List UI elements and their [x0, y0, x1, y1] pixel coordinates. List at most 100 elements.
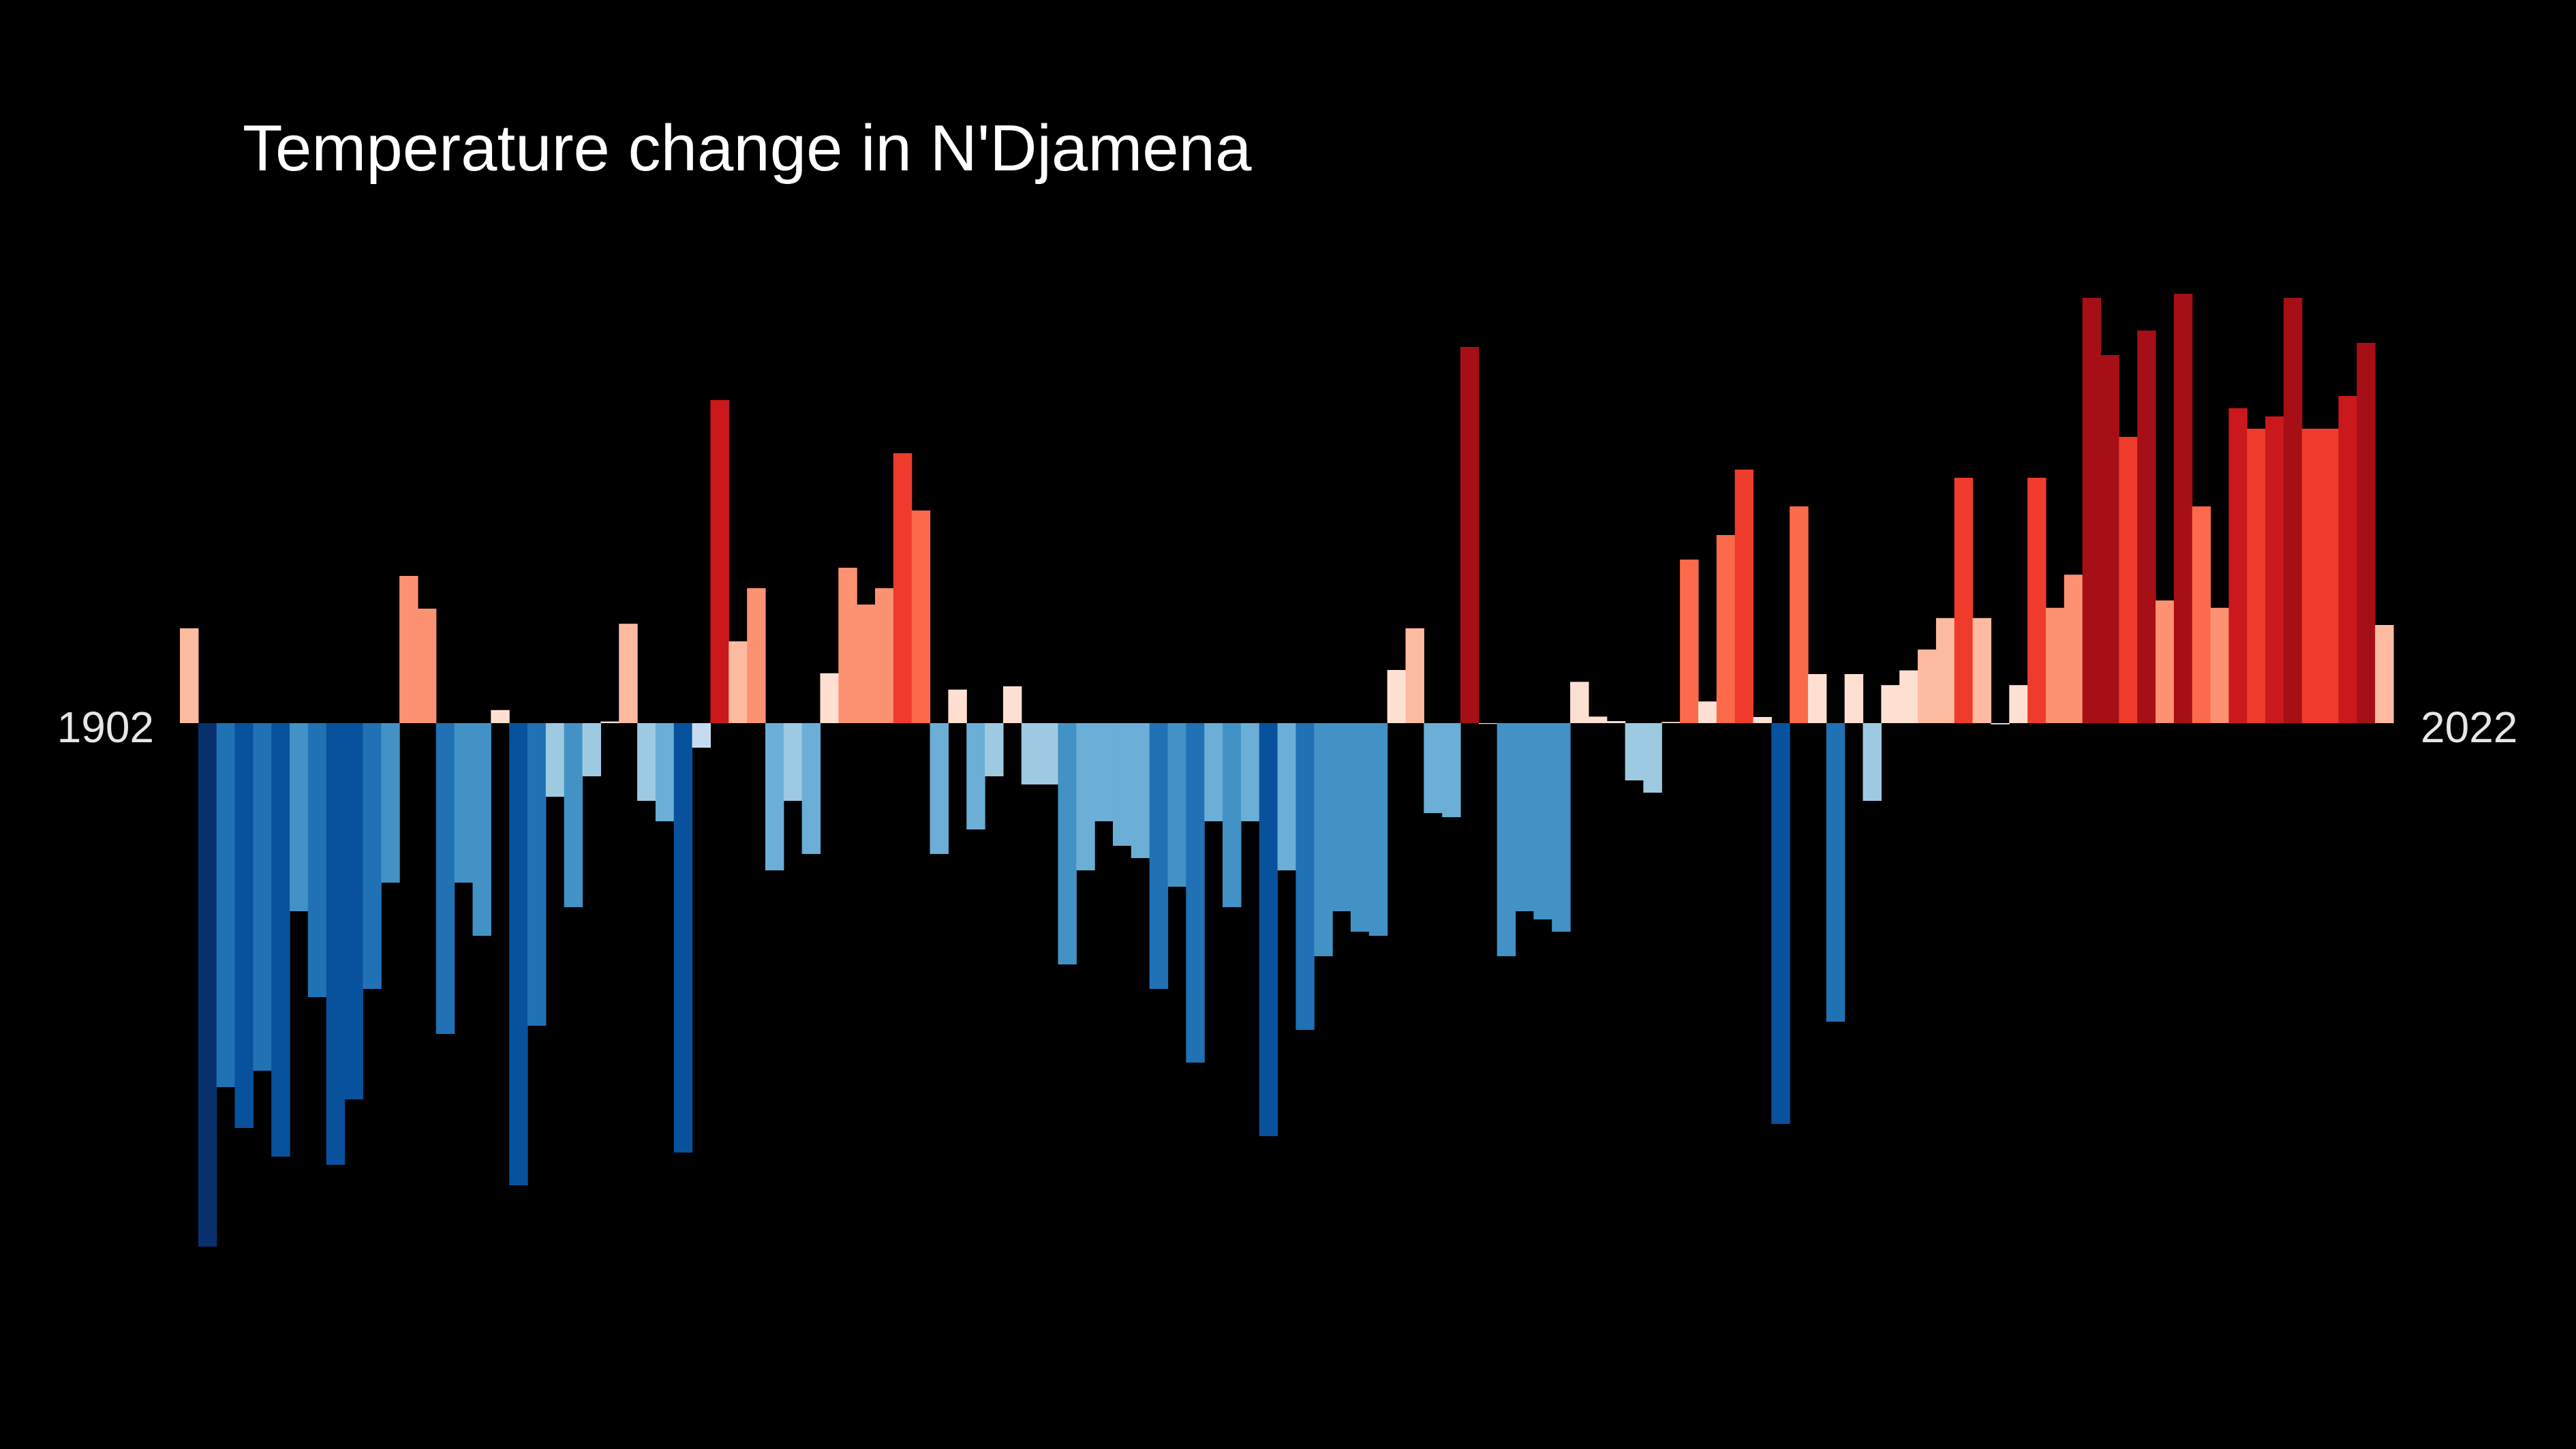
bar-2008: [2119, 437, 2138, 723]
bar-1977: [1552, 723, 1571, 932]
bar-2002: [2009, 685, 2028, 723]
bar-1964: [1314, 723, 1333, 956]
bar-1949: [1039, 723, 1059, 784]
bar-1974: [1497, 723, 1516, 956]
bar-2005: [2064, 575, 2083, 723]
bar-1959: [1223, 723, 1242, 907]
bar-1991: [1808, 674, 1827, 723]
bar-2007: [2100, 355, 2119, 723]
bar-1983: [1661, 722, 1681, 723]
bar-1936: [801, 723, 821, 854]
bar-2001: [1991, 723, 2010, 724]
bar-2016: [2265, 416, 2284, 723]
bar-2022: [2375, 625, 2394, 723]
bar-2006: [2082, 298, 2102, 723]
bar-1930: [692, 723, 711, 748]
bar-1920: [509, 723, 528, 1185]
bar-1939: [857, 605, 876, 723]
bar-2015: [2247, 429, 2266, 723]
bar-1990: [1790, 506, 1809, 723]
bar-1993: [1844, 674, 1864, 723]
bar-1907: [271, 723, 290, 1157]
bar-2011: [2173, 294, 2193, 723]
bar-1947: [1002, 686, 1022, 723]
bar-1962: [1277, 723, 1297, 870]
bar-1931: [710, 400, 729, 723]
bar-2012: [2192, 506, 2211, 723]
bar-2003: [2027, 478, 2046, 723]
bar-1916: [435, 723, 455, 1034]
bar-1903: [198, 723, 217, 1247]
bar-1970: [1424, 723, 1443, 813]
bar-1914: [399, 576, 418, 723]
bar-1956: [1167, 723, 1186, 887]
bar-1952: [1094, 723, 1114, 821]
bar-1915: [417, 609, 437, 723]
bar-1988: [1753, 717, 1772, 723]
bar-1958: [1204, 723, 1223, 821]
bar-1917: [454, 723, 474, 883]
bar-1976: [1533, 723, 1552, 919]
bar-1966: [1350, 723, 1370, 932]
bar-1963: [1295, 723, 1315, 1030]
bar-1973: [1478, 723, 1498, 724]
bar-1906: [253, 723, 272, 1071]
bar-2000: [1972, 617, 1992, 723]
bar-1985: [1698, 701, 1717, 723]
bar-1938: [838, 568, 857, 723]
bar-1989: [1771, 723, 1790, 1124]
bar-1969: [1405, 628, 1424, 723]
bar-1911: [344, 723, 364, 1099]
bar-1999: [1954, 478, 1974, 723]
bar-1995: [1881, 685, 1900, 723]
bar-1994: [1862, 723, 1882, 801]
bar-1982: [1643, 723, 1662, 793]
bar-1987: [1734, 470, 1754, 723]
bar-1926: [619, 624, 638, 723]
bar-1950: [1058, 723, 1077, 964]
bar-1945: [966, 723, 985, 829]
bar-1935: [783, 723, 803, 801]
bar-1944: [948, 689, 967, 723]
bar-1998: [1935, 617, 1955, 723]
bar-1968: [1387, 670, 1407, 723]
bar-1923: [564, 723, 583, 907]
bar-2014: [2228, 408, 2248, 723]
bar-1967: [1368, 723, 1388, 936]
bar-1909: [307, 723, 327, 997]
bar-1928: [655, 723, 675, 821]
bar-1943: [930, 723, 949, 854]
bar-2009: [2137, 331, 2156, 723]
bar-1978: [1570, 682, 1589, 723]
bar-1948: [1021, 723, 1041, 784]
bar-1965: [1332, 723, 1351, 911]
bar-2017: [2283, 298, 2303, 723]
bar-1955: [1149, 723, 1169, 989]
bar-1960: [1240, 723, 1260, 821]
bar-series: [180, 294, 2394, 1247]
chart-title: Temperature change in N'Djamena: [243, 112, 1252, 185]
bar-2010: [2156, 600, 2175, 723]
bar-1984: [1680, 560, 1699, 723]
bar-1953: [1112, 723, 1132, 846]
bar-2019: [2320, 429, 2340, 723]
bar-1996: [1899, 670, 1918, 723]
bar-2018: [2301, 429, 2321, 723]
bar-1957: [1186, 723, 1205, 1063]
bar-2021: [2357, 343, 2376, 723]
bar-1925: [600, 721, 619, 723]
bar-1932: [729, 641, 748, 723]
bar-1918: [472, 723, 491, 936]
bar-1913: [381, 723, 400, 883]
bar-1933: [747, 588, 766, 723]
bar-1946: [985, 723, 1004, 776]
bar-1937: [820, 673, 839, 723]
bar-1954: [1131, 723, 1150, 858]
bar-1986: [1716, 535, 1736, 723]
bar-1981: [1625, 723, 1644, 780]
bar-1992: [1826, 723, 1845, 1022]
bar-1929: [673, 723, 693, 1153]
bar-2013: [2210, 607, 2230, 723]
bar-1910: [326, 723, 346, 1165]
